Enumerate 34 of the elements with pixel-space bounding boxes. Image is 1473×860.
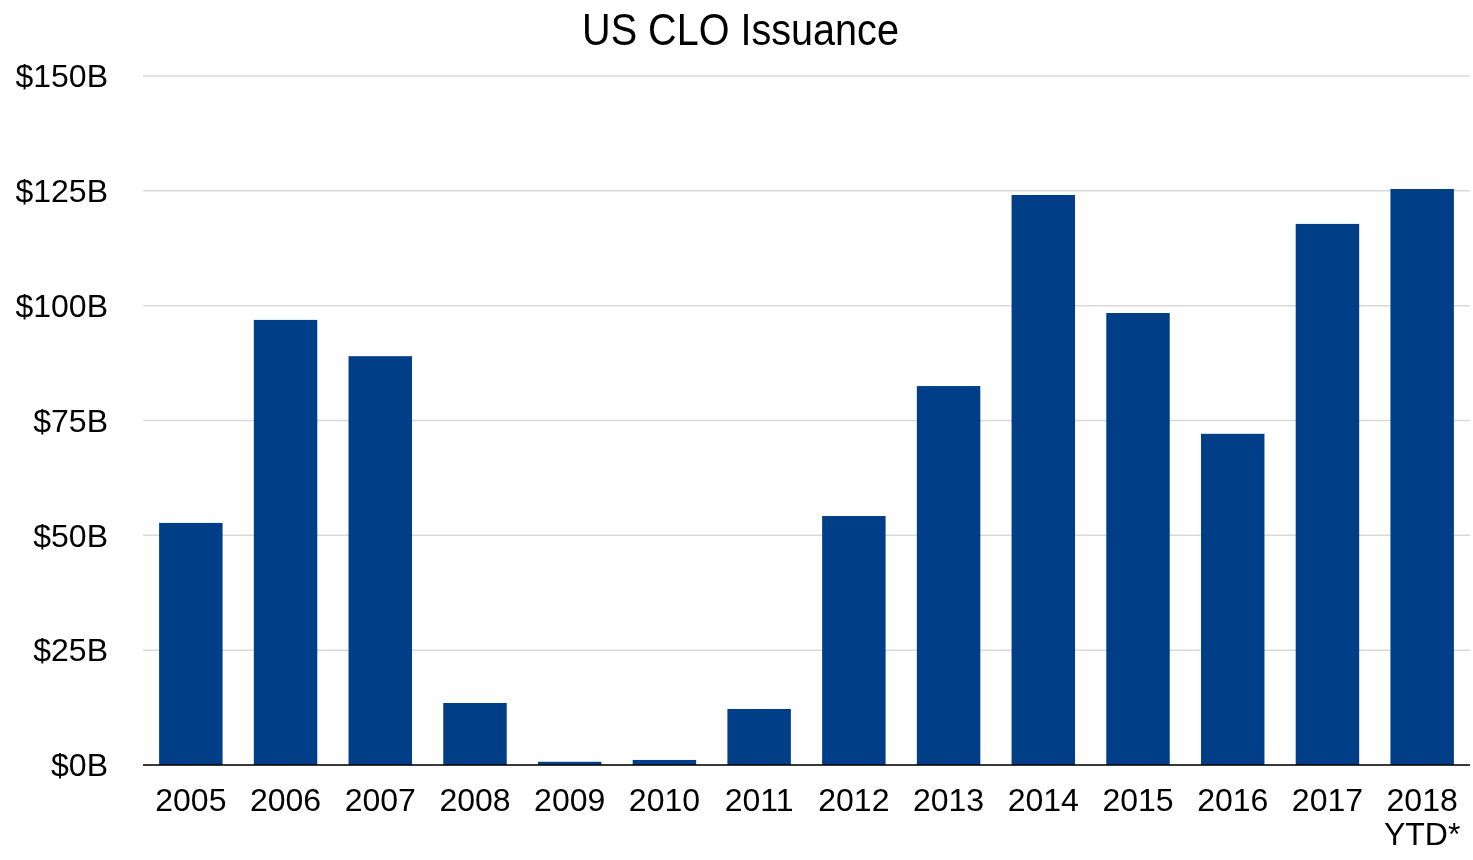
y-tick-label: $75B bbox=[33, 402, 108, 439]
bar bbox=[727, 708, 791, 765]
y-tick-label: $100B bbox=[15, 287, 108, 324]
bar bbox=[443, 702, 507, 765]
x-tick-label: 2016 bbox=[1197, 782, 1269, 818]
x-tick-label: 2013 bbox=[912, 782, 985, 818]
bar bbox=[253, 319, 318, 765]
y-tick-label: $50B bbox=[33, 517, 108, 554]
bar bbox=[1295, 223, 1360, 765]
x-tick-label: 2007 bbox=[344, 782, 416, 818]
bar bbox=[1106, 313, 1170, 765]
y-tick-label: $0B bbox=[51, 747, 108, 784]
bar bbox=[1390, 189, 1454, 765]
x-tick-label: 2014 bbox=[1007, 782, 1079, 818]
x-tick-label: 2018 YTD* bbox=[1383, 782, 1461, 852]
chart-title: US CLO Issuance bbox=[582, 5, 899, 55]
x-tick-label: 2012 bbox=[818, 782, 890, 818]
bar bbox=[916, 386, 981, 765]
x-tick-label: 2011 bbox=[724, 782, 794, 818]
y-tick-label: $125B bbox=[15, 173, 108, 210]
bar bbox=[1201, 433, 1265, 765]
x-tick-label: 2006 bbox=[249, 782, 322, 818]
bar bbox=[822, 516, 886, 765]
y-tick-label: $25B bbox=[33, 632, 108, 669]
x-tick-label: 2010 bbox=[628, 782, 701, 818]
x-tick-label: 2008 bbox=[439, 782, 511, 818]
x-tick-label: 2015 bbox=[1102, 782, 1174, 818]
bar bbox=[348, 356, 412, 765]
bar bbox=[1011, 194, 1076, 765]
y-tick-label: $150B bbox=[15, 58, 108, 95]
x-tick-label: 2009 bbox=[534, 782, 606, 818]
bar bbox=[159, 522, 223, 765]
x-tick-label: 2017 bbox=[1291, 782, 1364, 818]
x-tick-label: 2005 bbox=[155, 782, 227, 818]
